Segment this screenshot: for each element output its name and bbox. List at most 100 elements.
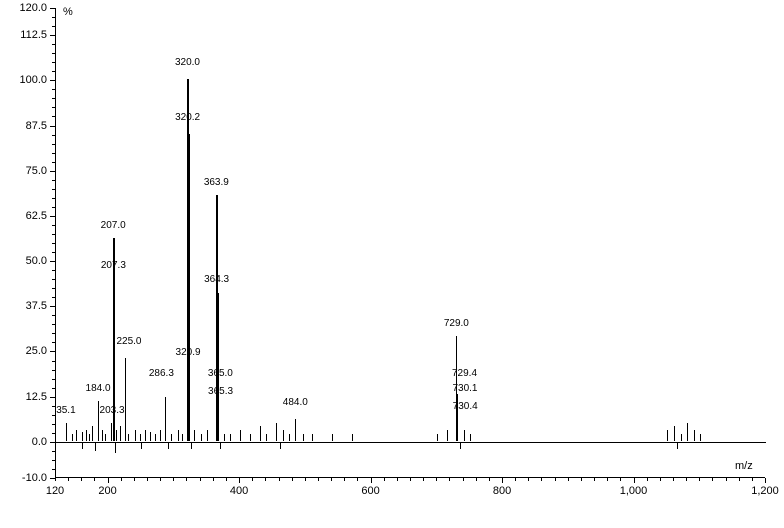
noise-peak xyxy=(700,434,701,441)
spectrum-peak xyxy=(66,423,67,441)
y-tick xyxy=(50,261,55,262)
y-tick-label: 87.5 xyxy=(0,120,47,132)
peak-label: 207.0 xyxy=(101,220,126,231)
noise-peak-neg xyxy=(220,442,221,449)
noise-peak xyxy=(260,426,261,440)
x-tick xyxy=(502,478,503,483)
noise-peak xyxy=(76,430,77,441)
peak-label: 320.0 xyxy=(175,57,200,68)
y-tick xyxy=(50,397,55,398)
noise-peak-neg xyxy=(280,442,281,449)
y-tick-label: 37.5 xyxy=(0,300,47,312)
noise-peak xyxy=(182,434,183,441)
peak-label: 365.3 xyxy=(208,386,233,397)
noise-peak xyxy=(694,430,695,441)
peak-label: 730.1 xyxy=(452,383,477,394)
spectrum-peak xyxy=(188,369,189,441)
spectrum-peak xyxy=(125,358,126,441)
noise-peak xyxy=(667,430,668,441)
peak-label: 320.2 xyxy=(175,112,200,123)
noise-peak xyxy=(105,434,106,441)
x-tick xyxy=(108,478,109,483)
noise-peak xyxy=(89,434,90,441)
y-tick xyxy=(50,171,55,172)
noise-peak xyxy=(303,434,304,441)
peak-label: 286.3 xyxy=(149,368,174,379)
noise-peak xyxy=(120,426,121,440)
noise-peak xyxy=(128,434,129,441)
x-tick xyxy=(239,478,240,483)
noise-peak xyxy=(201,434,202,441)
peak-label: 363.9 xyxy=(204,177,229,188)
noise-peak-neg xyxy=(141,442,142,449)
noise-peak-neg xyxy=(115,442,116,453)
noise-peak xyxy=(145,430,146,441)
x-tick-label: 600 xyxy=(361,485,379,497)
noise-peak xyxy=(72,434,73,441)
noise-peak xyxy=(289,434,290,441)
x-tick-label: 200 xyxy=(98,485,116,497)
noise-peak xyxy=(102,430,103,441)
y-tick-label: 0.0 xyxy=(0,436,47,448)
y-tick-label: 120.0 xyxy=(0,2,47,14)
noise-peak xyxy=(160,430,161,441)
noise-peak xyxy=(224,434,225,441)
x-tick-label: 800 xyxy=(493,485,511,497)
noise-peak xyxy=(470,434,471,441)
y-tick-label: 112.5 xyxy=(0,29,47,41)
spectrum-peak xyxy=(165,397,166,440)
peak-label: 365.0 xyxy=(208,368,233,379)
y-tick xyxy=(50,216,55,217)
y-tick-label: 100.0 xyxy=(0,74,47,86)
noise-peak xyxy=(276,423,277,441)
x-tick-label: 1,000 xyxy=(620,485,648,497)
x-tick xyxy=(634,478,635,483)
y-tick-label: 50.0 xyxy=(0,255,47,267)
noise-peak xyxy=(681,434,682,441)
x-axis-start-label: 120 xyxy=(46,485,64,497)
noise-peak xyxy=(437,434,438,441)
x-tick xyxy=(371,478,372,483)
y-axis-unit: % xyxy=(63,6,73,18)
noise-peak xyxy=(140,434,141,441)
y-tick xyxy=(50,8,55,9)
noise-peak xyxy=(116,430,117,441)
noise-peak xyxy=(86,430,87,441)
noise-peak xyxy=(464,430,465,441)
x-tick xyxy=(765,478,766,483)
spectrum-peak xyxy=(217,405,218,441)
spectrum-peak xyxy=(457,419,458,441)
spectrum-peak xyxy=(111,423,112,441)
x-axis-unit: m/z xyxy=(735,460,753,472)
noise-peak xyxy=(240,430,241,441)
y-tick xyxy=(50,442,55,443)
noise-peak xyxy=(150,432,151,441)
y-tick-label: -10.0 xyxy=(0,472,47,484)
noise-peak xyxy=(332,434,333,441)
noise-peak xyxy=(447,430,448,441)
peak-label: 364.3 xyxy=(204,274,229,285)
peak-label: 730.4 xyxy=(453,401,478,412)
noise-peak-neg xyxy=(95,442,96,451)
noise-peak xyxy=(155,434,156,441)
noise-peak xyxy=(92,426,93,440)
noise-peak xyxy=(250,434,251,441)
noise-peak xyxy=(207,430,208,441)
noise-peak-neg xyxy=(460,442,461,449)
noise-peak-neg xyxy=(677,442,678,449)
noise-peak xyxy=(266,434,267,441)
peak-label: 225.0 xyxy=(116,336,141,347)
y-tick xyxy=(50,35,55,36)
y-tick-label: 62.5 xyxy=(0,210,47,222)
peak-label: 184.0 xyxy=(86,383,111,394)
y-tick-label: 25.0 xyxy=(0,345,47,357)
y-tick-label: 12.5 xyxy=(0,391,47,403)
noise-peak xyxy=(178,430,179,441)
y-tick xyxy=(50,80,55,81)
peak-label: 320.9 xyxy=(176,347,201,358)
noise-peak xyxy=(194,430,195,441)
peak-label: 729.4 xyxy=(452,368,477,379)
noise-peak xyxy=(135,430,136,441)
noise-peak xyxy=(230,434,231,441)
noise-peak xyxy=(352,434,353,441)
